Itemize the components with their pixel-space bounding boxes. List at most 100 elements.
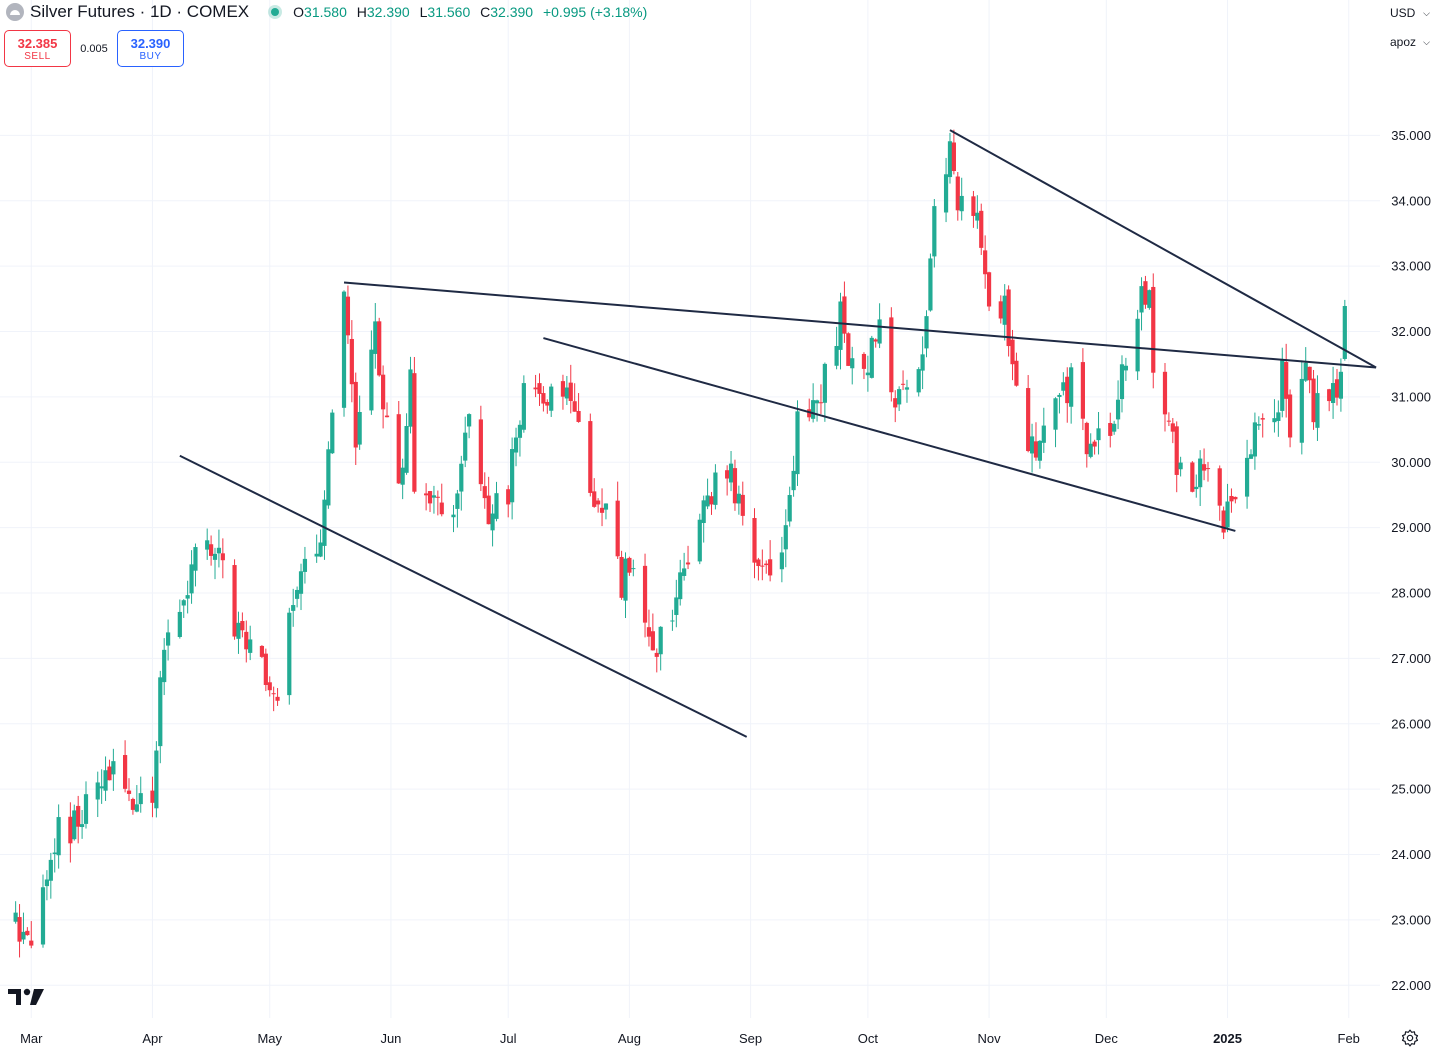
- candle-body: [463, 432, 468, 461]
- candle-body: [1057, 394, 1062, 397]
- candle-body: [787, 495, 792, 522]
- candle-body: [384, 415, 390, 418]
- candle-body: [212, 553, 218, 560]
- candle-body: [1112, 423, 1117, 432]
- candle-body: [549, 386, 554, 411]
- candle-body: [947, 141, 953, 178]
- candle-body: [162, 649, 167, 683]
- candle-body: [1233, 496, 1238, 500]
- candle-body: [412, 373, 417, 492]
- candle-body: [975, 212, 980, 221]
- open-value: 31.580: [304, 4, 347, 20]
- low-label: L: [419, 4, 428, 20]
- candle-body: [513, 437, 519, 453]
- candle-body: [1061, 382, 1066, 391]
- gear-icon[interactable]: [1400, 1028, 1420, 1048]
- candle-body: [99, 786, 104, 789]
- candle-body: [459, 463, 464, 492]
- candle-body: [1096, 428, 1101, 441]
- candle-body: [517, 424, 523, 438]
- candle-body: [295, 589, 300, 599]
- candle-body: [1088, 443, 1093, 457]
- unit-selector[interactable]: apoz ⌵: [1384, 31, 1436, 53]
- candle-body: [29, 940, 34, 946]
- sell-button[interactable]: 32.385 SELL: [4, 30, 71, 67]
- candle-body: [1299, 378, 1304, 443]
- grid: [0, 0, 1380, 1018]
- candle-body: [846, 333, 851, 366]
- candle-body: [490, 513, 495, 531]
- tradingview-logo-icon[interactable]: [8, 985, 46, 1009]
- time-axis[interactable]: Mar Apr May Jun Jul Aug Sep Oct Nov Dec 2025 Feb: [20, 1031, 1360, 1046]
- candle-body: [1276, 412, 1281, 421]
- candle-body: [1221, 510, 1226, 533]
- trade-panel: 32.385 SELL 0.005 32.390 BUY: [4, 30, 184, 67]
- candle-body: [1139, 286, 1144, 313]
- candle-body: [1084, 422, 1089, 455]
- candle-body: [381, 374, 386, 410]
- candle-body: [1143, 281, 1148, 305]
- candle-body: [1229, 495, 1234, 502]
- trendline: [343, 281, 1377, 369]
- candle-body: [48, 859, 53, 881]
- price-tick-label: 22.000: [1391, 978, 1431, 993]
- candle-body: [291, 605, 296, 611]
- candle-body: [533, 387, 538, 390]
- candle-body: [986, 272, 992, 307]
- candle-body: [650, 631, 655, 651]
- candle-body: [1041, 425, 1046, 443]
- time-tick-label: Oct: [858, 1031, 879, 1046]
- candle-body: [646, 627, 652, 637]
- candle-body: [943, 174, 949, 213]
- candle-body: [267, 682, 272, 691]
- candle-body: [494, 493, 499, 519]
- candle-body: [873, 339, 878, 342]
- buy-button[interactable]: 32.390 BUY: [117, 30, 184, 67]
- candle-body: [752, 518, 757, 563]
- candle-body: [1201, 464, 1207, 471]
- candle-body: [427, 491, 433, 504]
- price-tick-label: 25.000: [1391, 782, 1431, 797]
- candle-body: [138, 793, 143, 805]
- candle-body: [1123, 365, 1128, 371]
- candle-body: [1330, 383, 1336, 404]
- candle-body: [764, 563, 769, 566]
- candle-body: [326, 449, 331, 506]
- candle-body: [1303, 362, 1308, 381]
- currency-selector[interactable]: USD ⌵: [1384, 2, 1436, 24]
- candle-body: [619, 556, 624, 598]
- candle-body: [674, 597, 679, 615]
- time-tick-label: Nov: [978, 1031, 1002, 1046]
- trendline: [179, 454, 748, 738]
- candle-body: [916, 369, 921, 393]
- candle-body: [537, 383, 542, 394]
- price-tick-label: 23.000: [1391, 912, 1431, 927]
- candle-body: [713, 472, 718, 505]
- candle-body: [298, 571, 304, 594]
- candle-body: [68, 816, 73, 844]
- candle-body: [783, 525, 788, 550]
- candle-body: [768, 559, 773, 576]
- candle-body: [1010, 339, 1015, 365]
- candle-body: [1225, 501, 1230, 528]
- candle-body: [439, 502, 444, 515]
- price-tick-label: 33.000: [1391, 259, 1431, 274]
- candle-body: [893, 398, 898, 408]
- candle-body: [400, 467, 405, 485]
- candle-body: [40, 887, 46, 945]
- time-tick-label: 2025: [1213, 1031, 1242, 1046]
- high-label: H: [356, 4, 367, 20]
- candle-body: [834, 346, 839, 366]
- candle-body: [725, 470, 730, 479]
- symbol-title[interactable]: Silver Futures · 1D · COMEX: [30, 2, 250, 21]
- price-axis[interactable]: 22.000 23.000 24.000 25.000 26.000 27.000 28.0…: [1391, 128, 1431, 993]
- time-tick-label: Dec: [1095, 1031, 1119, 1046]
- candle-body: [889, 317, 894, 393]
- candle-body: [1205, 468, 1211, 470]
- candle-body: [560, 381, 566, 397]
- candle-body: [369, 349, 374, 411]
- candle-body: [615, 500, 620, 557]
- candle-body: [900, 383, 906, 385]
- candle-body: [248, 639, 253, 653]
